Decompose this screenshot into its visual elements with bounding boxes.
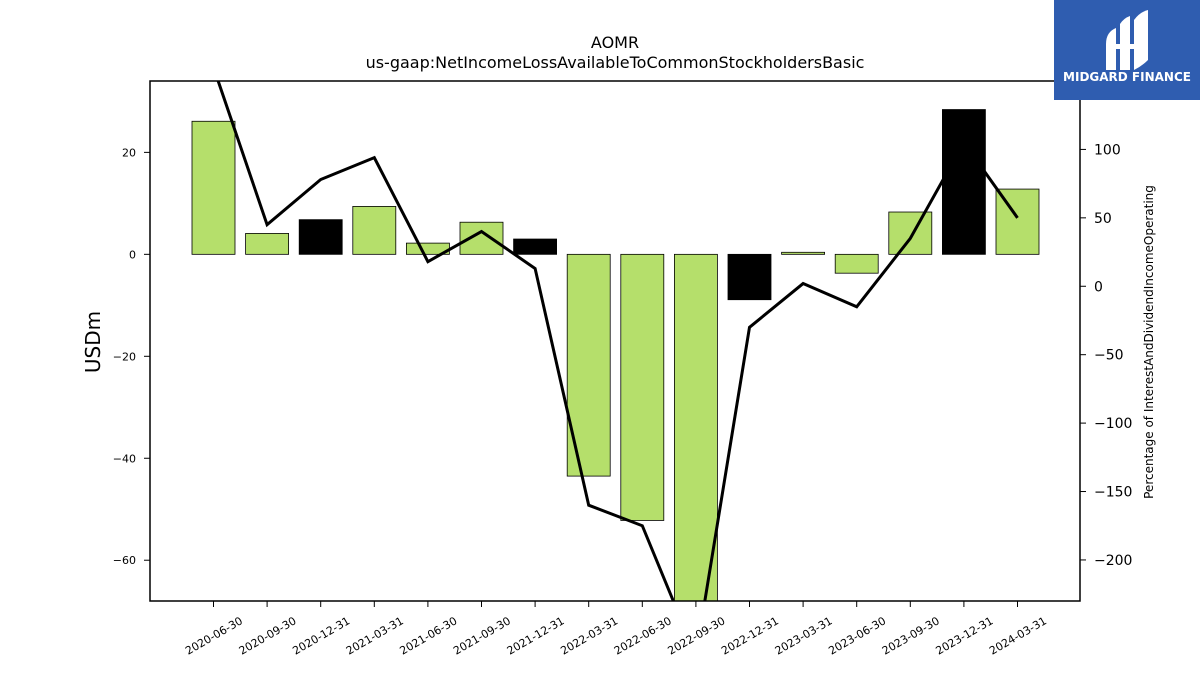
line-group (216, 81, 1019, 601)
x-tick-label-2023-06-30: 2023-06-30 (826, 614, 888, 657)
x-tick-label-2020-09-30: 2020-09-30 (237, 614, 299, 657)
bar-2022-06-30 (620, 253, 665, 521)
bar-2021-12-31 (513, 238, 557, 255)
x-tick-label-2022-12-31: 2022-12-31 (719, 614, 781, 657)
x-tick-label-2022-03-31: 2022-03-31 (558, 614, 620, 657)
y2-tick-label--100: −100 (1094, 416, 1132, 432)
y2-tick-label-100: 100 (1094, 142, 1121, 158)
logo-text: MIDGARD FINANCE (1063, 70, 1191, 84)
y-axis-left: 20 0 −20 −40 −60 (113, 146, 150, 567)
y-axis-label: USDm (81, 311, 105, 373)
bar-2020-09-30 (245, 233, 290, 255)
bar-2023-06-30 (834, 253, 879, 274)
x-axis: 2020-06-302020-09-302020-12-312021-03-31… (183, 601, 1049, 658)
x-tick-label-2023-09-30: 2023-09-30 (880, 614, 942, 657)
y-tick-label-20: 20 (122, 146, 136, 159)
bars-group (191, 109, 1040, 601)
y-tick-label--20: −20 (113, 350, 136, 363)
x-tick-label-2023-12-31: 2023-12-31 (934, 614, 996, 657)
y2-tick-label--50: −50 (1094, 348, 1124, 364)
line-series (216, 81, 1019, 601)
logo-mark-icon (1106, 10, 1148, 70)
y-tick-label--40: −40 (113, 452, 136, 465)
y2-tick-label-0: 0 (1094, 279, 1103, 295)
y2-axis-label: Percentage of InterestAndDividendIncomeO… (1142, 185, 1156, 499)
y2-tick-label--200: −200 (1094, 553, 1132, 569)
bar-2022-09-30 (674, 253, 718, 601)
y-axis-right: 100 50 0 −50 −100 −150 −200 (1080, 142, 1132, 569)
x-tick-label-2021-09-30: 2021-09-30 (451, 614, 513, 657)
x-tick-label-2020-06-30: 2020-06-30 (183, 614, 245, 657)
bar-2023-03-31 (781, 251, 825, 255)
bar-2020-12-31 (298, 219, 343, 255)
x-tick-label-2024-03-31: 2024-03-31 (987, 614, 1049, 657)
bar-2020-06-30 (191, 120, 236, 255)
bar-2023-12-31 (942, 109, 986, 255)
plot-frame (149, 80, 1081, 602)
y2-tick-label--150: −150 (1094, 485, 1132, 501)
y2-tick-label-50: 50 (1094, 211, 1112, 227)
bar-2022-12-31 (727, 253, 772, 301)
x-tick-label-2021-03-31: 2021-03-31 (344, 614, 406, 657)
midgard-finance-logo: MIDGARD FINANCE (1054, 0, 1200, 100)
x-tick-label-2022-09-30: 2022-09-30 (666, 614, 728, 657)
chart-title: AOMR (591, 33, 639, 52)
y-tick-label-0: 0 (129, 248, 136, 261)
bar-2021-03-31 (352, 206, 397, 255)
chart-subtitle: us-gaap:NetIncomeLossAvailableToCommonSt… (366, 53, 865, 72)
x-tick-label-2023-03-31: 2023-03-31 (773, 614, 835, 657)
x-tick-label-2021-06-30: 2021-06-30 (398, 614, 460, 657)
x-tick-label-2021-12-31: 2021-12-31 (505, 614, 567, 657)
x-tick-label-2020-12-31: 2020-12-31 (290, 614, 352, 657)
bar-2023-09-30 (888, 211, 933, 255)
x-tick-label-2022-06-30: 2022-06-30 (612, 614, 674, 657)
y-tick-label--60: −60 (113, 554, 136, 567)
